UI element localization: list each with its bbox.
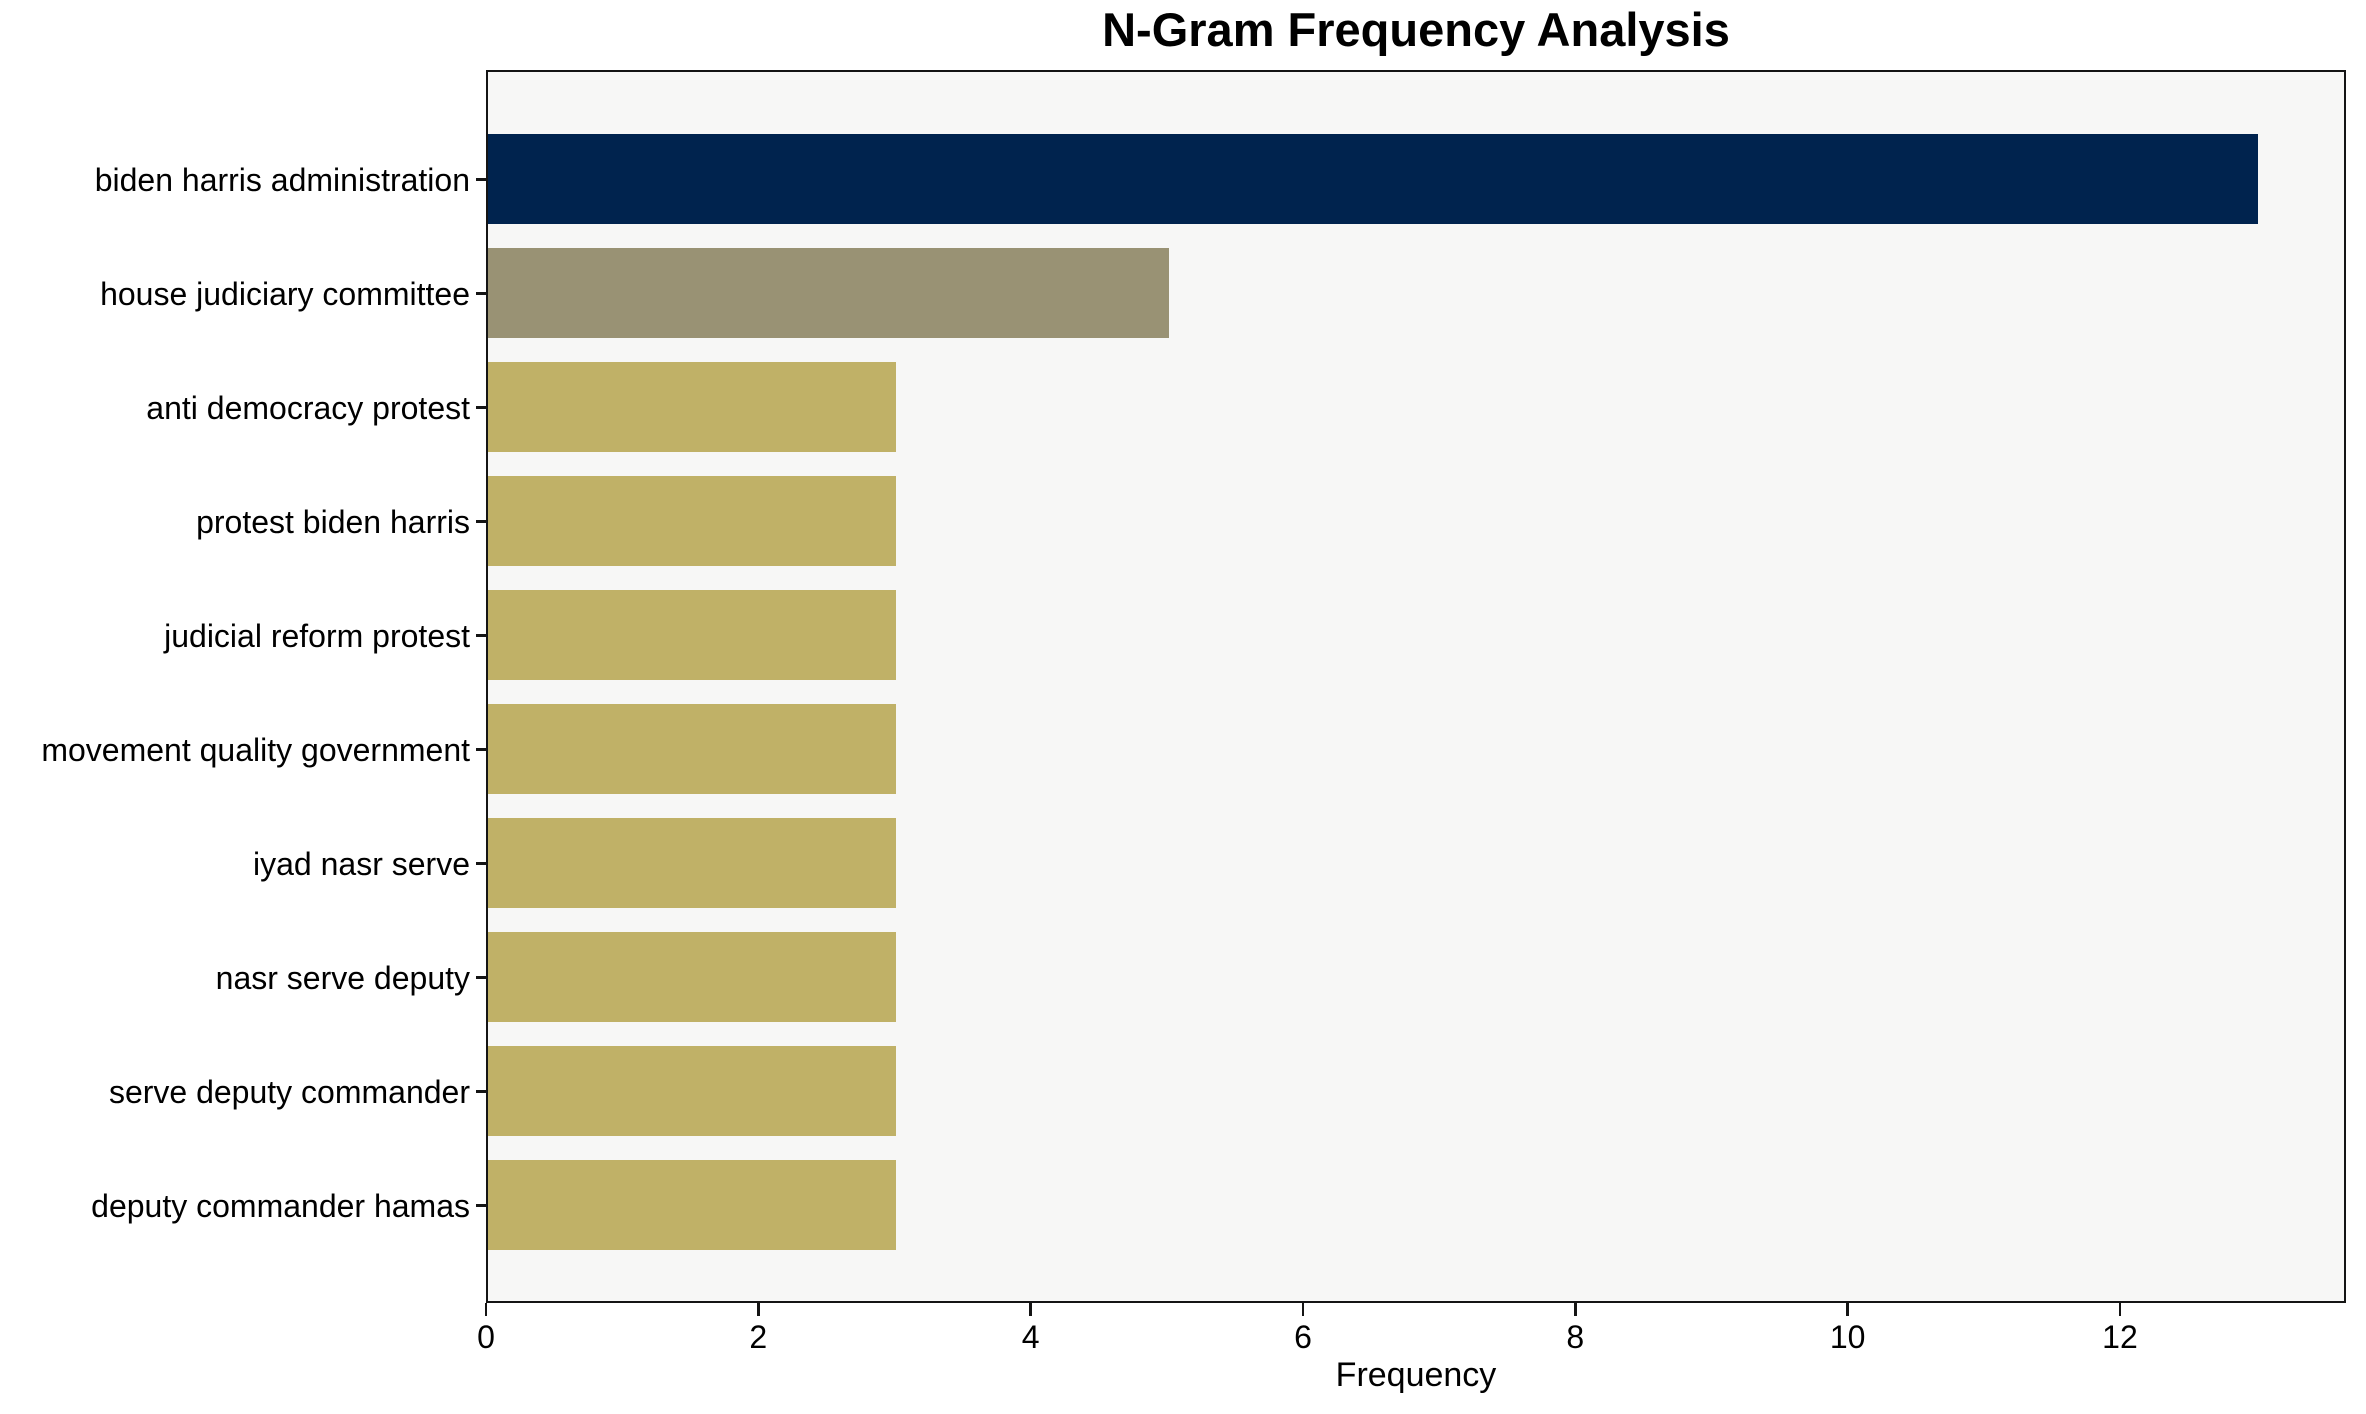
y-tick-label: iyad nasr serve [253,845,470,882]
x-tick-mark [757,1303,760,1316]
x-axis-label: Frequency [1335,1356,1497,1394]
plot-area [486,70,2346,1303]
bar-serve-deputy-commander [488,1046,897,1136]
x-tick-label: 2 [749,1319,768,1355]
y-tick-mark [476,862,486,865]
bar-house-judiciary-committee [488,248,1169,338]
y-tick-label: nasr serve deputy [215,959,470,996]
y-tick-mark [476,1204,486,1207]
x-tick-mark [2118,1303,2122,1316]
x-tick-label: 4 [1021,1319,1040,1355]
x-tick-mark [1029,1303,1032,1316]
bar-nasr-serve-deputy [488,932,897,1022]
y-tick-mark [476,520,486,523]
bar-iyad-nasr-serve [488,818,897,908]
bar-judicial-reform-protest [488,590,897,680]
y-tick-label: movement quality government [41,731,470,768]
y-tick-label: anti democracy protest [146,389,470,426]
y-tick-mark [476,634,486,637]
bar-biden-harris-administration [488,134,2259,224]
y-tick-label: house judiciary committee [100,275,470,312]
x-tick-label: 6 [1294,1319,1312,1355]
bar-deputy-commander-hamas [488,1160,897,1250]
y-tick-label: protest biden harris [196,503,470,540]
x-tick-mark [1574,1303,1577,1316]
bar-movement-quality-government [488,704,897,794]
y-tick-label: deputy commander hamas [91,1187,470,1224]
y-tick-mark [476,1090,486,1093]
bar-anti-democracy-protest [488,362,897,452]
chart-title: N-Gram Frequency Analysis [1102,3,1730,56]
y-tick-label: biden harris administration [94,161,470,198]
y-tick-mark [476,748,486,751]
x-tick-mark [1846,1303,1849,1316]
y-tick-label: judicial reform protest [164,617,470,654]
x-tick-label: 10 [1829,1319,1866,1355]
x-tick-label: 0 [477,1319,495,1355]
y-tick-mark [476,292,486,295]
x-tick-mark [1301,1303,1305,1316]
x-tick-mark [484,1303,488,1316]
y-tick-label: serve deputy commander [108,1073,470,1110]
y-tick-mark [476,406,486,409]
y-tick-mark [476,976,486,979]
x-tick-label: 12 [2102,1319,2138,1355]
x-tick-label: 8 [1566,1319,1585,1355]
y-tick-mark [476,178,486,181]
bar-protest-biden-harris [488,476,897,566]
